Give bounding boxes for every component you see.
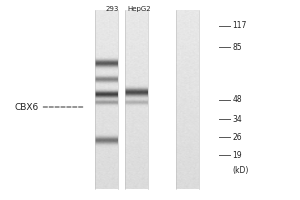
Text: 34: 34 <box>232 114 242 123</box>
Text: HepG2: HepG2 <box>128 6 151 12</box>
Text: 48: 48 <box>232 96 242 104</box>
Text: 26: 26 <box>232 132 242 142</box>
Text: 117: 117 <box>232 21 247 30</box>
Text: (kD): (kD) <box>232 166 249 176</box>
Text: 293: 293 <box>106 6 119 12</box>
Text: 19: 19 <box>232 150 242 160</box>
Text: CBX6: CBX6 <box>15 102 39 112</box>
Text: 85: 85 <box>232 43 242 51</box>
